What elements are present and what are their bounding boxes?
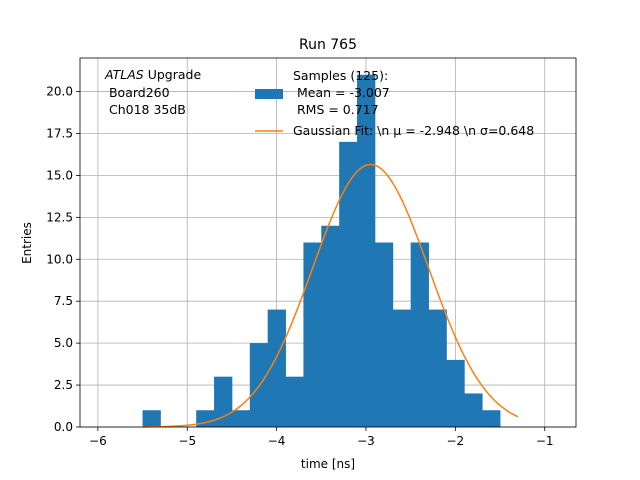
histogram-bar: [482, 410, 501, 427]
gaussian-fit-line: [142, 163, 519, 428]
histogram-bar: [392, 309, 412, 427]
histogram-bar: [446, 359, 465, 427]
legend-samples-title: Samples (125):: [293, 68, 388, 83]
chart-title: Run 765: [299, 37, 357, 53]
legend-samples-mean: Mean = -3.007: [293, 85, 390, 100]
y-tick-label: 15.0: [46, 168, 73, 182]
y-tick-label: 12.5: [46, 210, 73, 224]
y-axis-ticks: 0.0 2.5 5.0 7.5 10.0 12.5 15.0 17.5 20.0: [46, 85, 80, 434]
histogram-bar: [374, 242, 394, 427]
x-tick-label: −5: [178, 434, 196, 448]
x-tick-label: −4: [268, 434, 286, 448]
histogram-bar: [142, 410, 161, 427]
histogram-bar: [464, 393, 483, 427]
histogram-bar: [285, 376, 304, 427]
legend-samples-swatch: [255, 89, 283, 99]
histogram-bar: [410, 242, 429, 427]
histogram-bar: [357, 74, 376, 427]
legend: Samples (125): Mean = -3.007 RMS = 0.717…: [255, 68, 534, 138]
channel-label: Ch018 35dB: [105, 102, 186, 117]
x-tick-label: −3: [357, 434, 375, 448]
plot-frame: [79, 57, 577, 428]
y-tick-label: 17.5: [46, 126, 73, 140]
board-label: Board260: [105, 85, 170, 100]
y-tick-label: 10.0: [46, 252, 73, 266]
legend-samples-rms: RMS = 0.717: [293, 102, 379, 117]
atlas-label: ATLAS: [104, 67, 144, 82]
x-axis-label: time [ns]: [301, 457, 355, 471]
upgrade-label: Upgrade: [144, 67, 202, 82]
legend-fit-label: Gaussian Fit: \n μ = -2.948 \n σ=0.648: [293, 123, 534, 138]
x-tick-label: −1: [536, 434, 554, 448]
histogram-bar: [267, 309, 286, 427]
y-axis-label: Entries: [20, 222, 34, 264]
histogram-bar: [303, 242, 322, 427]
x-tick-label: −2: [446, 434, 464, 448]
y-tick-label: 5.0: [54, 336, 73, 350]
histogram-bar: [428, 309, 447, 427]
x-axis-ticks: −6 −5 −4 −3 −2 −1: [89, 427, 554, 448]
y-tick-label: 0.0: [54, 420, 73, 434]
y-tick-label: 2.5: [54, 378, 73, 392]
atlas-annotation: ATLAS Upgrade Board260 Ch018 35dB: [104, 67, 201, 117]
histogram-bar: [339, 141, 358, 427]
svg-text:ATLAS Upgrade: ATLAS Upgrade: [104, 67, 201, 82]
histogram-bar: [231, 410, 251, 427]
y-tick-label: 7.5: [54, 294, 73, 308]
y-tick-label: 20.0: [46, 85, 73, 99]
histogram-bar: [321, 225, 340, 427]
x-tick-label: −6: [89, 434, 107, 448]
